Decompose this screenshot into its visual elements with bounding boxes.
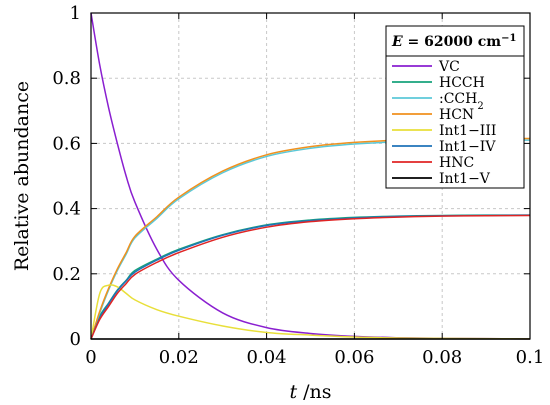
axis-ticks: 0 0.02 0.04 0.06 0.08 0.1 0 0.2 0.4 0.6 0.8 1 xyxy=(52,3,544,368)
legend-title: E = 62000 cm−1 xyxy=(391,33,516,51)
x-axis-unit: /ns xyxy=(297,381,331,403)
x-tick-label: 0 xyxy=(85,347,96,368)
x-tick-label: 0.1 xyxy=(516,347,545,368)
legend: E = 62000 cm−1 VCHCCH:CCH2HCNInt1−IIIInt… xyxy=(385,25,525,189)
legend-label: HCN xyxy=(439,107,474,123)
legend-label: VC xyxy=(438,59,460,75)
y-tick-label: 0 xyxy=(70,329,81,350)
x-axis-variable: t xyxy=(289,381,297,403)
y-axis-label: Relative abundance xyxy=(11,81,33,271)
x-tick-label: 0.04 xyxy=(247,347,287,368)
legend-title-exponent: −1 xyxy=(501,33,516,44)
x-tick-label: 0.08 xyxy=(422,347,462,368)
series-line-hcch xyxy=(90,214,531,340)
legend-label: HCCH xyxy=(439,75,485,91)
legend-title-variable: E xyxy=(391,34,403,50)
legend-label: Int1−V xyxy=(439,171,491,187)
legend-label: Int1−IV xyxy=(439,139,496,155)
legend-label: Int1−III xyxy=(439,123,496,139)
series-line-int1-iii xyxy=(90,284,531,340)
legend-box xyxy=(385,25,525,189)
y-tick-label: 0.8 xyxy=(52,68,81,89)
y-tick-label: 0.4 xyxy=(52,199,81,220)
x-tick-label: 0.02 xyxy=(159,347,199,368)
x-tick-label: 0.06 xyxy=(334,347,374,368)
legend-label: HNC xyxy=(439,155,474,171)
plot-frame xyxy=(90,12,531,340)
y-tick-label: 1 xyxy=(70,3,81,24)
x-axis-label: t /ns xyxy=(289,381,331,403)
legend-label: :CCH2 xyxy=(439,91,484,112)
legend-label-subscript: 2 xyxy=(477,101,483,112)
legend-title-value: = 62000 cm xyxy=(403,34,502,50)
series-line-hnc xyxy=(90,214,531,340)
series-line-int1-iv xyxy=(90,214,531,340)
y-tick-label: 0.6 xyxy=(52,133,81,154)
y-tick-label: 0.2 xyxy=(52,264,81,285)
